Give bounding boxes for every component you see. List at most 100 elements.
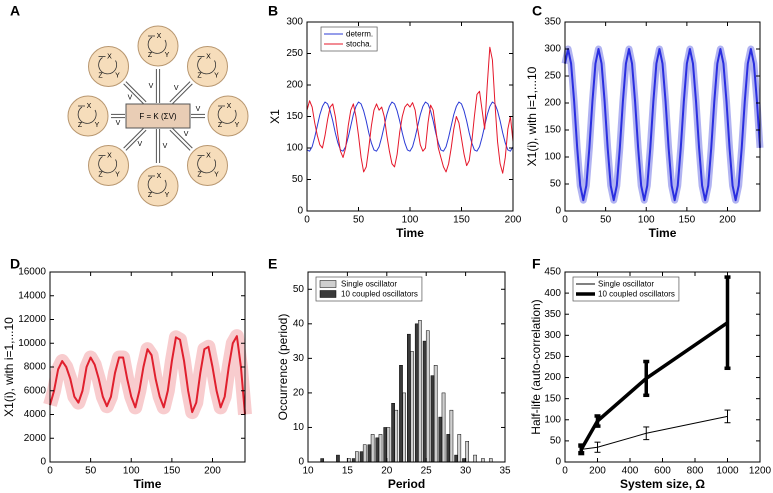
link-line <box>171 83 193 105</box>
x-tick-label: 100 <box>402 215 419 226</box>
node-label: X <box>87 103 92 110</box>
legend-label: Single oscillator <box>341 280 397 289</box>
legend-label: 10 coupled oscillators <box>341 290 418 299</box>
bar <box>378 434 383 463</box>
bar <box>449 409 454 463</box>
legend-swatch <box>319 290 337 298</box>
y-tick-label: 40 <box>293 318 305 329</box>
bar <box>351 458 356 463</box>
y-tick-label: 0 <box>298 457 304 468</box>
x-tick-label: 50 <box>85 466 97 477</box>
node-label: Z <box>98 72 103 79</box>
bar <box>454 454 458 463</box>
y-tick-label: 400 <box>544 288 561 299</box>
x-tick-label: 10 <box>302 466 314 477</box>
x-tick-label: 35 <box>499 466 511 477</box>
bar <box>402 392 406 463</box>
legend-label: 10 coupled oscillators <box>598 290 675 299</box>
y-tick-label: 0 <box>40 457 46 468</box>
y-tick-label: 50 <box>292 174 304 185</box>
node-label: X <box>157 33 162 40</box>
bar <box>410 351 414 463</box>
node-label: Y <box>235 122 240 129</box>
y-tick-label: 0 <box>555 206 561 217</box>
bar <box>438 416 443 463</box>
node-label: Z <box>148 192 153 199</box>
node-label: Y <box>214 171 219 178</box>
node-label: Z <box>78 122 83 129</box>
bar <box>367 444 372 463</box>
bar <box>481 458 485 463</box>
link-line <box>169 129 191 151</box>
node-label: Z <box>218 122 223 129</box>
y-tick-label: 100 <box>544 152 561 163</box>
y-tick-label: 350 <box>544 309 561 320</box>
y-tick-label: 12000 <box>18 314 46 325</box>
bar <box>399 365 403 463</box>
bar <box>370 434 375 463</box>
data-line <box>49 335 246 415</box>
data-line <box>579 321 729 451</box>
x-tick-label: 0 <box>47 466 53 477</box>
y-tick-label: 450 <box>544 267 561 278</box>
cycle-arrow <box>147 36 167 54</box>
bar <box>320 458 325 463</box>
y-tick-label: 250 <box>544 351 561 362</box>
y-tick-label: 4000 <box>24 409 47 420</box>
bar <box>336 454 340 463</box>
bar <box>441 392 446 463</box>
bar <box>383 427 388 463</box>
x-tick-label: 15 <box>342 466 354 477</box>
legend-box <box>320 26 378 52</box>
y-axis-label: X1 <box>268 109 282 124</box>
node-label: X <box>227 103 232 110</box>
x-tick-label: 400 <box>622 466 639 477</box>
bar <box>433 365 438 463</box>
x-tick-label: 200 <box>589 466 606 477</box>
bar <box>425 330 430 463</box>
bar <box>375 437 380 463</box>
link-line <box>125 129 147 151</box>
panel-label: B <box>268 3 278 19</box>
node-label: Z <box>98 171 103 178</box>
x-tick-label: 800 <box>687 466 704 477</box>
cycle-arrow <box>147 176 167 194</box>
y-tick-label: 250 <box>286 48 303 59</box>
y-tick-label: 250 <box>544 71 561 82</box>
x-tick-label: 200 <box>719 215 736 226</box>
node-label: X <box>107 53 112 60</box>
y-tick-label: 10000 <box>18 338 46 349</box>
panel-label: D <box>10 256 20 272</box>
y-tick-label: 300 <box>544 330 561 341</box>
y-tick-label: 16000 <box>18 267 46 278</box>
node-label: Z <box>197 72 202 79</box>
node-label: Y <box>115 171 120 178</box>
link-label: V <box>163 143 168 150</box>
panel-label: E <box>268 256 277 272</box>
node-label: X <box>206 53 211 60</box>
y-tick-label: 100 <box>286 143 303 154</box>
link-line <box>171 127 193 149</box>
link-line <box>169 81 191 103</box>
y-tick-label: 200 <box>544 98 561 109</box>
x-tick-label: 100 <box>638 215 655 226</box>
x-axis-label: System size, Ω <box>620 477 705 491</box>
y-tick-label: 100 <box>544 414 561 425</box>
bar <box>362 444 367 463</box>
x-tick-label: 0 <box>562 215 568 226</box>
node-label: Z <box>197 171 202 178</box>
y-tick-label: 0 <box>555 457 561 468</box>
data-line <box>581 415 728 450</box>
x-tick-label: 150 <box>679 215 696 226</box>
y-tick-label: 10 <box>293 422 305 433</box>
panel-label: F <box>532 256 541 272</box>
bar <box>488 458 493 463</box>
cycle-arrow <box>98 57 118 75</box>
x-tick-label: 150 <box>164 466 181 477</box>
legend-label: determ. <box>346 30 373 39</box>
legend-box <box>572 276 680 302</box>
x-tick-label: 1200 <box>749 466 772 477</box>
y-tick-label: 8000 <box>24 362 47 373</box>
link-label: V <box>196 106 201 113</box>
panel-label: A <box>10 3 20 19</box>
